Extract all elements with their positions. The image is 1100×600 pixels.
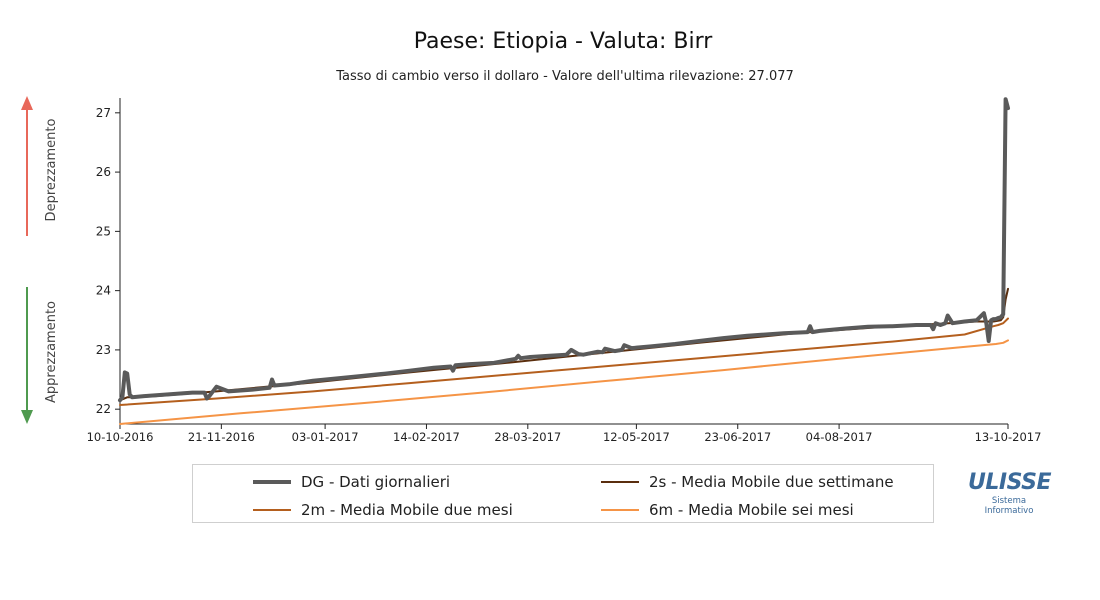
- legend-label-6m: 6m - Media Mobile sei mesi: [649, 501, 854, 519]
- legend-swatch-dg: [253, 480, 291, 484]
- y-tick-label: 22: [96, 402, 111, 416]
- legend-item-2s: 2s - Media Mobile due settimane: [601, 473, 894, 491]
- series-line-dg: [118, 97, 1010, 403]
- x-tick-label: 21-11-2016: [188, 430, 255, 444]
- x-tick-label: 28-03-2017: [494, 430, 561, 444]
- series-layer: [118, 97, 1010, 425]
- y-tick-label: 26: [96, 165, 111, 179]
- x-tick-label: 03-01-2017: [292, 430, 359, 444]
- depreciation-arrow: [21, 96, 33, 236]
- logo-subtitle-1: Sistema: [991, 496, 1027, 506]
- legend-item-2m: 2m - Media Mobile due mesi: [253, 501, 513, 519]
- appreciation-label: Apprezzamento: [44, 301, 59, 403]
- legend-label-2s: 2s - Media Mobile due settimane: [649, 473, 894, 491]
- y-tick-label: 25: [96, 224, 111, 238]
- legend-swatch-2s: [601, 481, 639, 483]
- appreciation-arrow: [21, 287, 33, 424]
- ulisse-logo: ULISSE Sistema Informativo: [968, 470, 1052, 522]
- logo-subtitle-2: Informativo: [984, 506, 1034, 516]
- x-tick-label: 13-10-2017: [975, 430, 1042, 444]
- y-tick-label: 27: [96, 106, 111, 120]
- x-tick-label: 04-08-2017: [806, 430, 873, 444]
- x-tick-label: 14-02-2017: [393, 430, 460, 444]
- chart-title: Paese: Etiopia - Valuta: Birr: [414, 29, 714, 54]
- chart-subtitle: Tasso di cambio verso il dollaro - Valor…: [335, 69, 794, 84]
- axes: 22 23 24 25 26 27 10-10-2016 21-11-2016 03-01-20…: [87, 98, 1042, 444]
- legend-swatch-2m: [253, 509, 291, 511]
- y-tick-label: 23: [96, 343, 111, 357]
- series-line-6m: [119, 339, 1009, 425]
- legend-label-2m: 2m - Media Mobile due mesi: [301, 501, 513, 519]
- logo-title: ULISSE: [968, 470, 1052, 495]
- x-tick-label: 12-05-2017: [603, 430, 670, 444]
- legend-label-dg: DG - Dati giornalieri: [301, 473, 451, 491]
- legend-swatch-6m: [601, 509, 639, 511]
- series-line-2m: [119, 317, 1009, 406]
- legend: DG - Dati giornalieri 2s - Media Mobile …: [192, 464, 934, 523]
- y-tick-label: 24: [96, 284, 111, 298]
- depreciation-label: Deprezzamento: [44, 119, 59, 222]
- series-line-2s: [119, 287, 1009, 402]
- x-tick-label: 23-06-2017: [704, 430, 771, 444]
- legend-item-6m: 6m - Media Mobile sei mesi: [601, 501, 854, 519]
- legend-item-dg: DG - Dati giornalieri: [253, 473, 450, 491]
- x-tick-label: 10-10-2016: [87, 430, 154, 444]
